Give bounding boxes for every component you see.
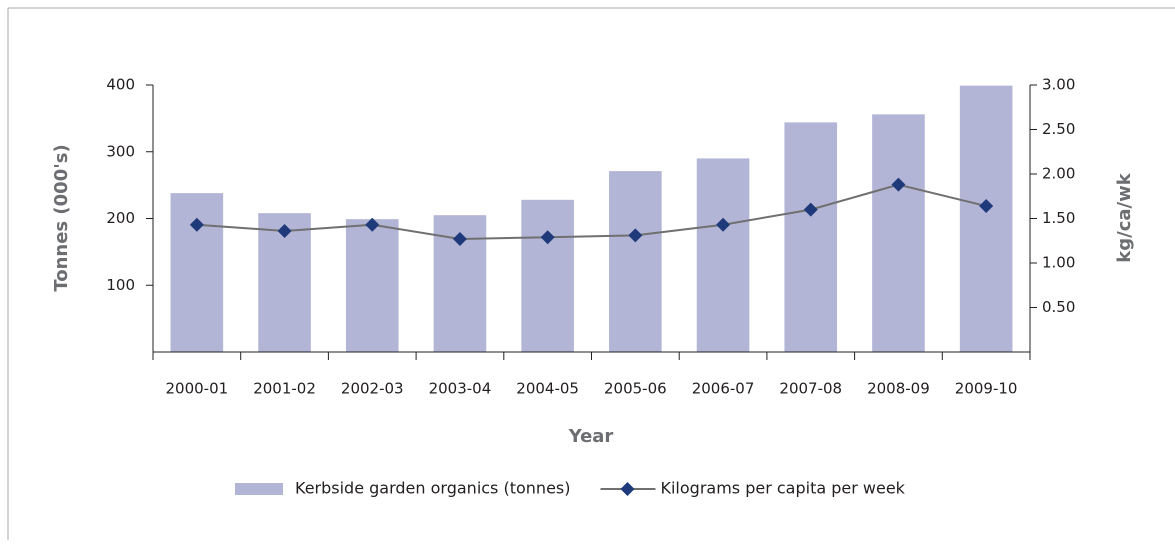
bar	[345, 219, 399, 352]
y2-tick-label: 2.00	[1042, 165, 1075, 183]
bar	[959, 85, 1013, 352]
marker	[452, 231, 467, 246]
x-tick-label: 2007-08	[779, 380, 842, 398]
marker	[803, 202, 818, 217]
legend-marker	[620, 482, 635, 496]
y-tick-label: 300	[106, 142, 135, 160]
x-axis-title: Year	[568, 426, 614, 447]
x-tick-label: 2008-09	[867, 380, 930, 398]
bar	[521, 199, 574, 352]
legend-label: Kilograms per capita per week	[660, 479, 905, 498]
y-tick-label: 400	[106, 76, 135, 94]
marker	[365, 217, 380, 232]
y-axis-title: Tonnes (000's)	[51, 144, 72, 291]
x-tick-label: 2003-04	[429, 380, 492, 398]
x-tick-label: 2006-07	[692, 380, 755, 398]
x-tick-label: 2005-06	[604, 380, 667, 398]
marker	[891, 177, 906, 192]
legend-swatch	[235, 483, 283, 495]
x-tick-label: 2002-03	[341, 380, 404, 398]
bar	[696, 158, 750, 352]
y2-tick-label: 3.00	[1042, 76, 1075, 94]
x-tick-label: 2000-01	[166, 380, 229, 398]
marker	[277, 223, 292, 238]
y-tick-label: 100	[106, 276, 135, 294]
x-tick-label: 2009-10	[955, 380, 1018, 398]
y-tick-label: 200	[106, 209, 135, 227]
marker	[628, 228, 643, 243]
y2-tick-label: 1.50	[1042, 209, 1075, 227]
y2-tick-label: 0.50	[1042, 298, 1075, 316]
x-tick-label: 2001-02	[253, 380, 316, 398]
bar	[609, 171, 662, 352]
marker	[189, 217, 204, 232]
marker	[716, 217, 731, 232]
marker	[979, 199, 994, 214]
y2-axis-title: kg/ca/wk	[1114, 172, 1135, 262]
bar	[872, 114, 925, 353]
y2-tick-label: 1.00	[1042, 254, 1075, 272]
legend-label: Kerbside garden organics (tonnes)	[295, 479, 570, 498]
bar	[784, 122, 838, 352]
bar	[170, 193, 224, 352]
y2-tick-label: 2.50	[1042, 120, 1075, 138]
line	[196, 183, 987, 240]
marker	[540, 230, 555, 245]
x-tick-label: 2004-05	[516, 380, 579, 398]
